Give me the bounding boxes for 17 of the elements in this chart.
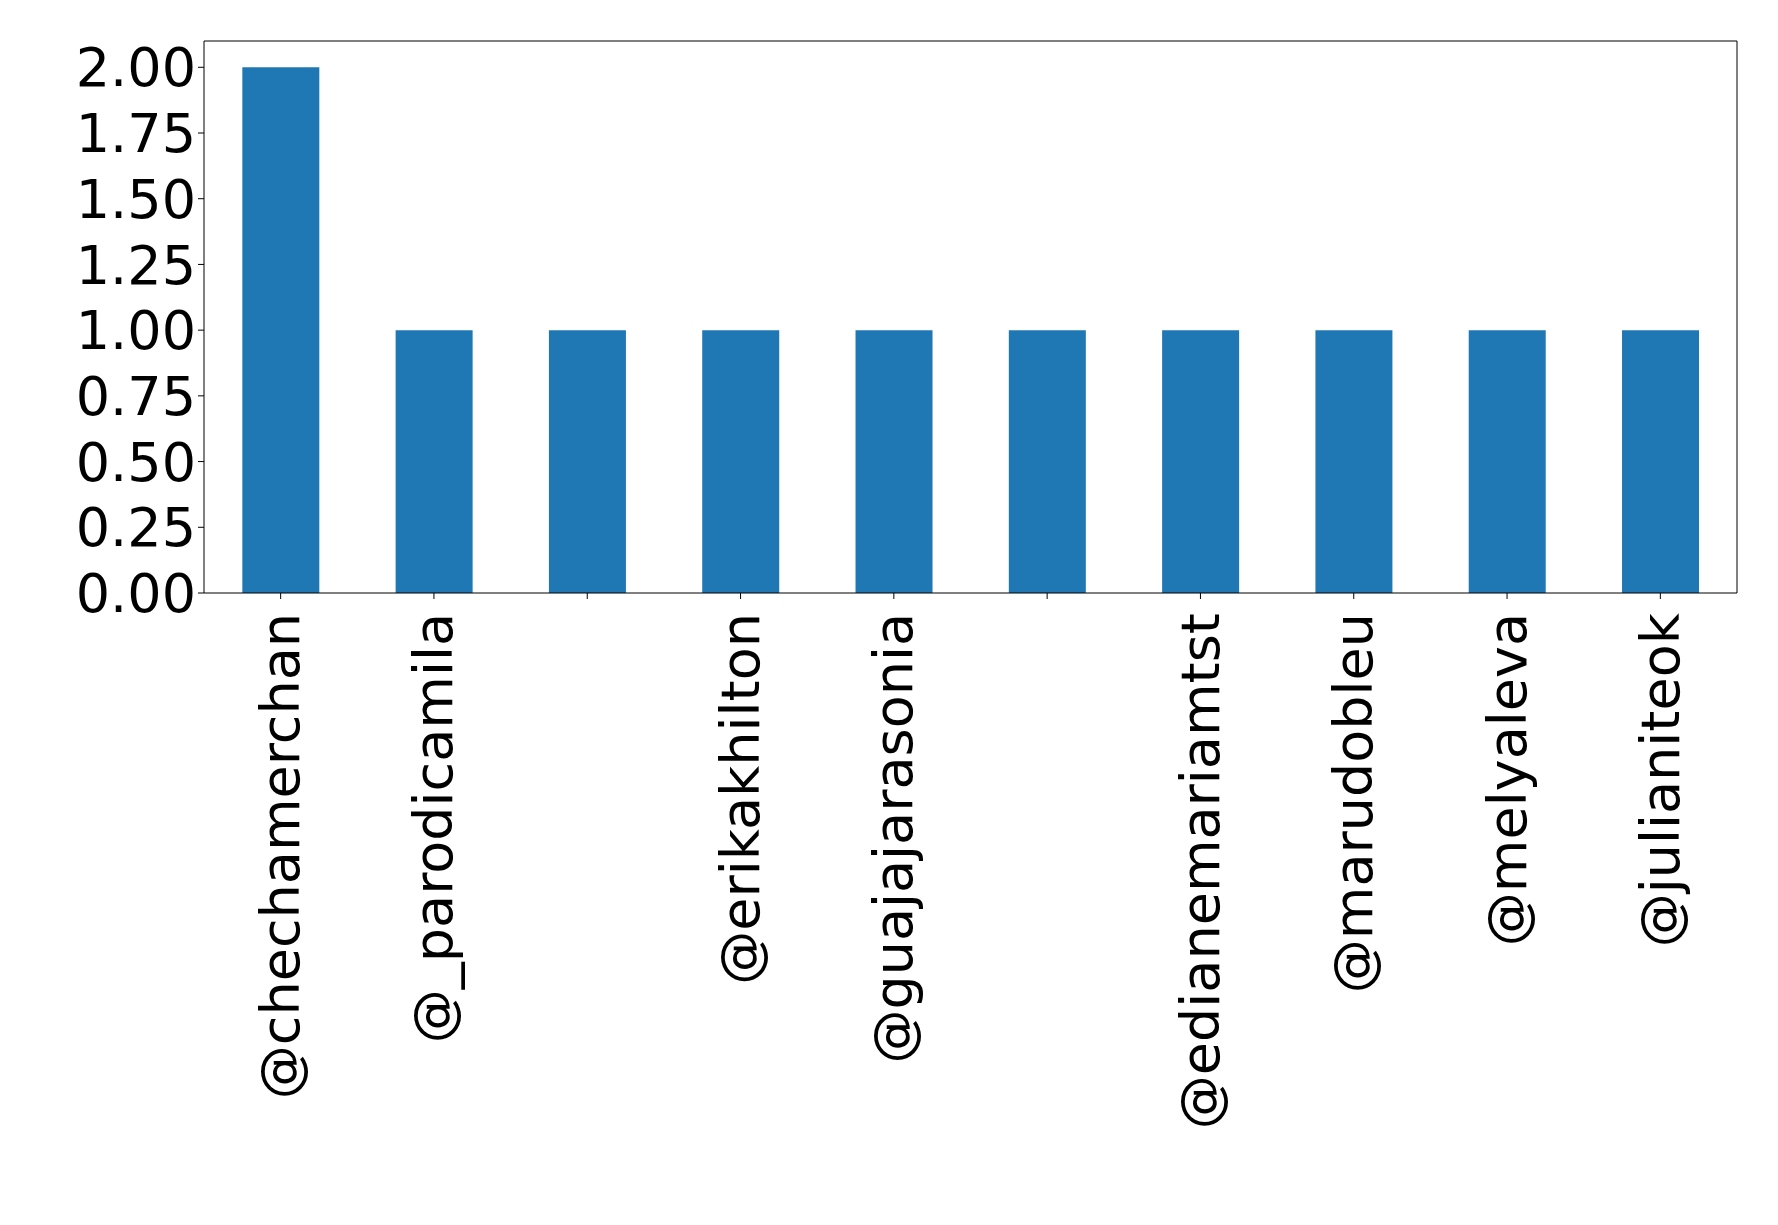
x-tick-label: @erikakhilton: [709, 613, 773, 985]
y-tick-label: 0.25: [75, 496, 196, 560]
y-tick-label: 1.00: [75, 299, 196, 363]
x-tick-label: @_parodicamila: [402, 613, 466, 1044]
y-tick-label: 0.50: [75, 430, 196, 494]
y-tick-label: 0.75: [75, 365, 196, 429]
y-tick-label: 2.00: [75, 36, 196, 100]
x-tick-label: @julianiteok: [1628, 612, 1692, 948]
x-tick-label: @edianemariamtst: [1168, 613, 1232, 1130]
x-tick-label: @guajajarasonia: [862, 613, 926, 1064]
x-tick-label: @marudobleu: [1322, 613, 1386, 994]
y-tick-label: 1.75: [75, 102, 196, 166]
x-tick-label: @chechamerchan: [249, 613, 313, 1100]
x-tick-label: @melyaleva: [1475, 613, 1539, 947]
y-tick-label: 1.50: [75, 167, 196, 231]
y-tick-label: 1.25: [75, 233, 196, 297]
y-tick-label: 0.00: [75, 562, 196, 626]
